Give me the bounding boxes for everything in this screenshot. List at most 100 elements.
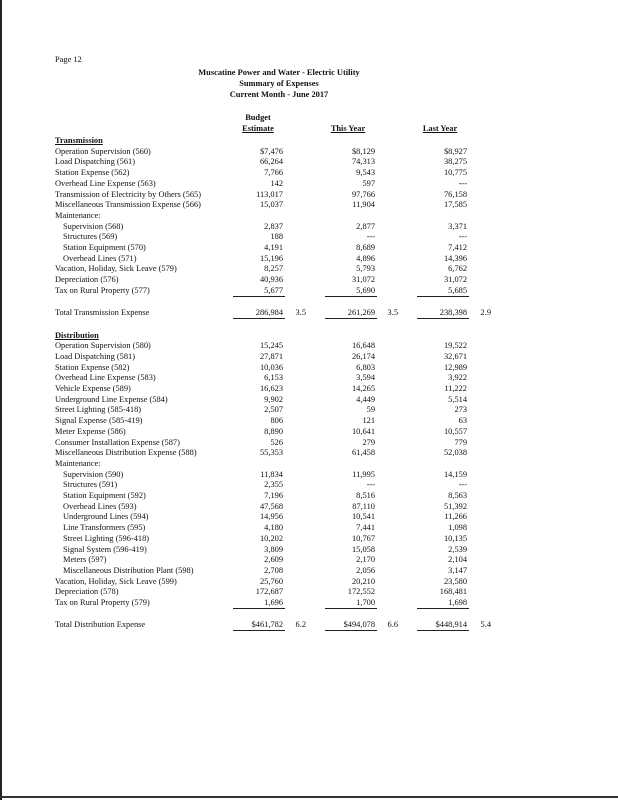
row-label: Operation Supervision (560) — [55, 146, 151, 156]
cell-value: 61,458 — [351, 448, 375, 458]
page-number: Page 12 — [55, 55, 82, 64]
cell-value: 66,264 — [259, 157, 283, 167]
row-label: Overhead Lines (593) — [63, 501, 137, 511]
cell-value: 7,766 — [264, 168, 283, 178]
cell-value: 11,904 — [352, 200, 375, 210]
row-label: Station Equipment (570) — [63, 243, 146, 252]
column-header: Last Year — [422, 124, 458, 133]
cell-value: 2,877 — [356, 221, 375, 231]
cell-value: 2,355 — [264, 480, 283, 490]
cell-value: 11,834 — [260, 469, 283, 479]
cell-value: 172,687 — [255, 587, 283, 597]
row-label: Depreciation (578) — [55, 587, 119, 597]
total-value: $494,078 — [343, 619, 375, 629]
row-label: Underground Lines (594) — [63, 512, 149, 522]
cell-value: 15,037 — [259, 200, 283, 210]
column-header: Budget — [245, 113, 271, 122]
total-percent: 6.2 — [295, 619, 306, 629]
cell-value: 168,481 — [439, 587, 467, 597]
cell-value: 11,222 — [444, 384, 467, 393]
row-label: Underground Line Expense (584) — [55, 394, 168, 404]
underline — [233, 295, 285, 297]
row-label: Miscellaneous Transmission Expense (566) — [55, 200, 201, 210]
cell-value: 1,098 — [448, 523, 467, 533]
underline — [325, 295, 377, 297]
row-label: Signal Expense (585-419) — [55, 416, 143, 426]
cell-value: 2,609 — [264, 555, 283, 565]
cell-value: 8,689 — [356, 243, 375, 252]
cell-value: 16,648 — [351, 341, 375, 351]
row-label: Meter Expense (586) — [55, 426, 126, 436]
cell-value: --- — [458, 480, 467, 490]
cell-value: 10,767 — [351, 533, 375, 543]
row-label: Transmission of Electricity by Others (5… — [55, 189, 202, 199]
cell-value: 597 — [362, 178, 375, 188]
total-value: $448,914 — [435, 619, 467, 629]
row-label: Depreciation (576) — [55, 275, 119, 285]
cell-value: 273 — [454, 405, 467, 415]
row-label: Overhead Line Expense (583) — [55, 373, 156, 383]
cell-value: 4,191 — [264, 243, 283, 252]
scan-edge — [0, 0, 2, 800]
row-label: Supervision (590) — [63, 469, 124, 479]
cell-value: 6,762 — [448, 264, 467, 274]
cell-value: 15,058 — [351, 544, 375, 554]
cell-value: 59 — [366, 405, 375, 415]
cell-value: 14,396 — [443, 253, 467, 263]
row-label: Station Expense (562) — [55, 168, 130, 178]
cell-value: --- — [458, 232, 467, 242]
row-label: Structures (591) — [63, 480, 118, 490]
cell-value: 4,449 — [356, 394, 375, 404]
cell-value: 10,036 — [259, 362, 283, 372]
cell-value: 3,147 — [448, 565, 467, 575]
title: Muscatine Power and Water - Electric Uti… — [198, 68, 360, 77]
cell-value: 47,568 — [259, 501, 283, 511]
cell-value: 188 — [270, 232, 283, 242]
cell-value: 25,760 — [259, 576, 283, 586]
underline — [325, 317, 377, 319]
cell-value: 52,038 — [443, 448, 467, 458]
cell-value: 51,392 — [443, 501, 467, 511]
total-percent: 5.4 — [480, 619, 491, 629]
section-title: Transmission — [55, 136, 103, 145]
cell-value: 23,580 — [443, 576, 467, 586]
row-label: Load Dispatching (581) — [55, 351, 136, 361]
cell-value: 113,017 — [256, 189, 283, 199]
cell-value: 6,803 — [356, 362, 375, 372]
cell-value: 3,922 — [448, 373, 467, 383]
total-label: Total Distribution Expense — [55, 619, 146, 629]
cell-value: 279 — [362, 437, 375, 447]
cell-value: $8,927 — [443, 146, 467, 156]
cell-value: 9,902 — [264, 394, 283, 404]
row-label: Overhead Line Expense (563) — [55, 178, 156, 188]
total-value: 261,269 — [347, 307, 375, 317]
subtitle: Summary of Expenses — [239, 79, 319, 88]
cell-value: 38,275 — [443, 157, 467, 167]
cell-value: 31,072 — [443, 275, 467, 285]
underline — [325, 629, 377, 631]
row-label: Consumer Installation Expense (587) — [55, 437, 180, 447]
row-label: Maintenance: — [55, 210, 101, 220]
row-label: Vacation, Holiday, Sick Leave (579) — [55, 264, 177, 274]
row-label: Maintenance: — [55, 458, 101, 468]
underline — [233, 629, 285, 631]
scan-edge — [0, 796, 618, 798]
cell-value: 10,202 — [259, 533, 283, 543]
cell-value: 11,995 — [352, 469, 375, 479]
cell-value: 7,441 — [356, 523, 375, 533]
cell-value: 74,313 — [351, 157, 375, 167]
period: Current Month - June 2017 — [229, 90, 329, 99]
cell-value: 8,257 — [264, 264, 283, 274]
cell-value: --- — [366, 480, 375, 490]
row-label: Vacation, Holiday, Sick Leave (599) — [55, 576, 177, 586]
cell-value: 1,700 — [356, 598, 375, 607]
cell-value: --- — [366, 232, 375, 242]
cell-value: 11,266 — [444, 512, 467, 522]
cell-value: 7,196 — [264, 491, 283, 500]
cell-value: 1,698 — [448, 598, 467, 607]
underline — [417, 608, 469, 609]
row-label: Line Transformers (595) — [63, 523, 146, 533]
underline — [233, 317, 285, 319]
cell-value: 10,541 — [351, 512, 375, 522]
row-label: Tax on Rural Property (579) — [55, 598, 150, 607]
